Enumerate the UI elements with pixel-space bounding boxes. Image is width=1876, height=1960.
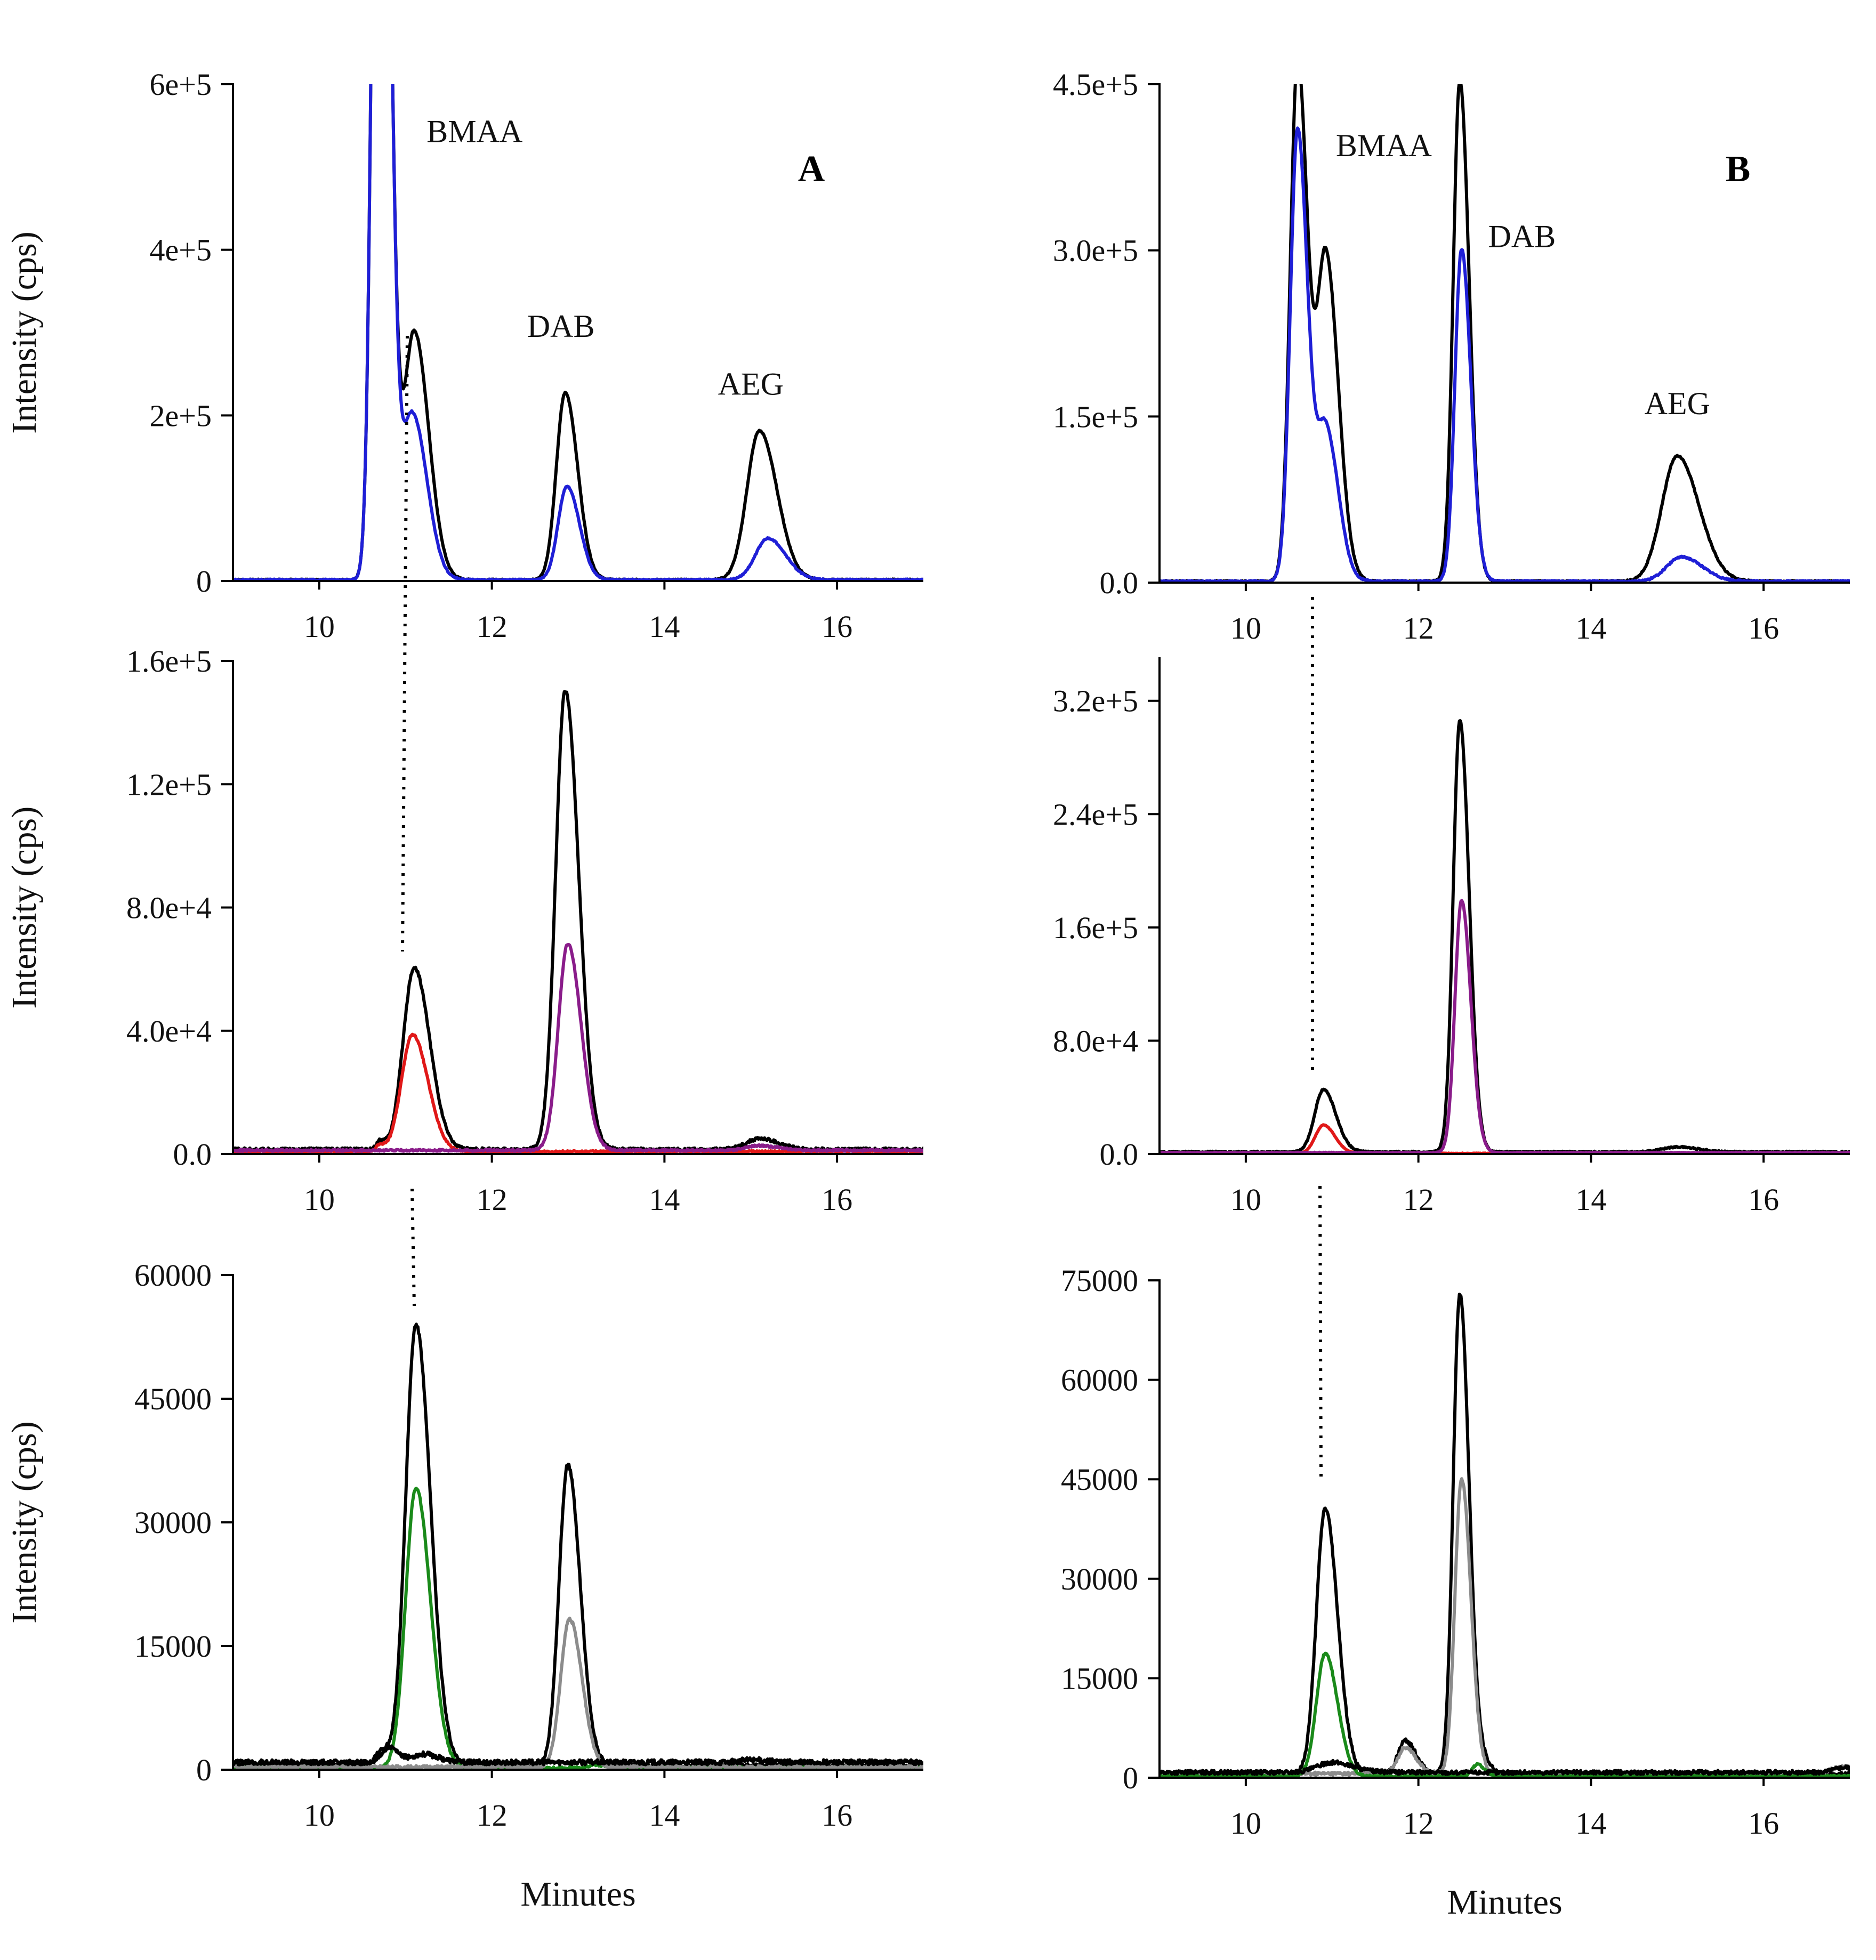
panel-A2: 0.0 4.0e+4 8.0e+4 1.2e+5 1.6e+5 10 12 14 16 Inten…: [5, 644, 923, 1217]
y-tick-label-B3: 75000: [1061, 1263, 1138, 1298]
bmaa-guide-line-b-lower: [1318, 1185, 1323, 1482]
x-tick-label-B1: 10: [1230, 611, 1261, 646]
trace-A2-red: [233, 1033, 923, 1154]
trace-A3-gray: [233, 1616, 923, 1770]
trace-B1-black: [1160, 84, 1850, 583]
y-tick-label-A3: 30000: [134, 1505, 212, 1540]
y-tick-label-A3: 0: [196, 1753, 212, 1787]
y-tick-label-B1: 0.0: [1100, 566, 1139, 600]
trace-B1-blue: [1160, 126, 1850, 583]
x-tick-label-A2: 10: [304, 1182, 335, 1217]
trace-B3-gray: [1160, 1477, 1850, 1777]
y-tick-label-B3: 15000: [1061, 1661, 1138, 1696]
y-tick-label-A2: 8.0e+4: [126, 891, 212, 925]
panels-layer: 0 2e+5 4e+5 6e+5 10 12 14 16 Intensity (cps) BMAA…: [5, 67, 1850, 1922]
y-axis-title-A1: Intensity (cps): [5, 231, 44, 433]
peak-label-bmaa: BMAA: [1336, 128, 1432, 163]
peak-label-aeg: AEG: [1645, 386, 1710, 421]
x-tick-label-B2: 10: [1230, 1182, 1261, 1217]
x-tick-label-B1: 12: [1403, 611, 1434, 646]
y-tick-label-A2: 4.0e+4: [126, 1014, 212, 1048]
y-axis-title-A3: Intensity (cps): [5, 1421, 44, 1623]
trace-B2-red: [1160, 1123, 1850, 1154]
traces-B2: [1160, 719, 1850, 1154]
x-axis-title-B3: Minutes: [1447, 1883, 1562, 1922]
trace-A3-green: [233, 1487, 923, 1770]
y-tick-label-A2: 1.2e+5: [126, 767, 212, 802]
panel-B3: 0 15000 30000 45000 60000 75000 10 12 14 16 Minute…: [1061, 1263, 1850, 1922]
peak-label-bmaa: BMAA: [426, 114, 522, 149]
panel-B2: 0.0 8.0e+4 1.6e+5 2.4e+5 3.2e+5 10 12 14 16: [1053, 657, 1850, 1217]
x-tick-label-A1: 12: [477, 609, 508, 644]
traces-A2: [233, 690, 923, 1154]
trace-A2-black: [233, 690, 923, 1153]
peak-label-dab: DAB: [1488, 219, 1556, 254]
x-tick-label-A3: 12: [477, 1798, 508, 1833]
x-tick-label-B3: 16: [1748, 1806, 1779, 1841]
x-axis-title-A3: Minutes: [520, 1875, 635, 1914]
y-tick-label-B3: 45000: [1061, 1462, 1138, 1497]
x-tick-label-B3: 10: [1230, 1806, 1261, 1841]
x-tick-label-B1: 14: [1575, 611, 1606, 646]
y-tick-label-B1: 4.5e+5: [1053, 67, 1138, 102]
y-tick-label-A1: 2e+5: [150, 398, 212, 433]
trace-A3-black-1: [233, 1322, 923, 1770]
y-tick-label-B2: 8.0e+4: [1053, 1023, 1138, 1058]
trace-A2-purple: [233, 943, 923, 1153]
x-tick-label-B2: 14: [1575, 1182, 1606, 1217]
x-tick-label-A2: 16: [822, 1182, 852, 1217]
panel-letter-a: A: [798, 149, 825, 190]
bmaa-guide-line-a-upper: [401, 335, 409, 952]
x-tick-label-A1: 16: [822, 609, 852, 644]
x-tick-label-B2: 12: [1403, 1182, 1434, 1217]
y-tick-label-A1: 6e+5: [150, 67, 212, 102]
x-tick-label-A2: 14: [649, 1182, 680, 1217]
trace-B3-black-2: [1160, 1759, 1850, 1776]
y-tick-label-A1: 0: [196, 564, 212, 599]
y-tick-label-A1: 4e+5: [150, 233, 212, 268]
panel-letter-b: B: [1726, 149, 1751, 190]
panel-B1: 0.0 1.5e+5 3.0e+5 4.5e+5 10 12 14 16 BMAA DAB AEG B: [1053, 67, 1850, 646]
x-tick-label-B3: 14: [1575, 1806, 1606, 1841]
y-axis-title-A2: Intensity (cps): [5, 806, 44, 1009]
y-tick-label-B2: 0.0: [1100, 1137, 1139, 1172]
x-tick-label-A3: 16: [822, 1798, 852, 1833]
y-tick-label-A3: 45000: [134, 1382, 212, 1416]
y-tick-label-B2: 3.2e+5: [1053, 684, 1138, 719]
y-tick-label-B1: 1.5e+5: [1053, 399, 1138, 434]
x-tick-label-A3: 10: [304, 1798, 335, 1833]
bmaa-guide-line-a-lower: [410, 1188, 416, 1306]
y-tick-label-A2: 1.6e+5: [126, 644, 212, 679]
panel-A1: 0 2e+5 4e+5 6e+5 10 12 14 16 Intensity (cps) BMAA…: [5, 67, 923, 644]
trace-B3-green: [1160, 1651, 1850, 1778]
x-tick-label-B3: 12: [1403, 1806, 1434, 1841]
x-tick-label-B1: 16: [1748, 611, 1779, 646]
trace-B3-black-1: [1160, 1293, 1850, 1778]
traces-A3: [233, 1322, 923, 1770]
peak-label-dab: DAB: [527, 309, 595, 344]
y-tick-label-B3: 30000: [1061, 1562, 1138, 1596]
y-tick-label-A2: 0.0: [173, 1137, 212, 1172]
y-tick-label-B1: 3.0e+5: [1053, 233, 1138, 268]
trace-B2-black: [1160, 719, 1850, 1154]
y-tick-label-A3: 60000: [134, 1258, 212, 1293]
panel-A3: 0 15000 30000 45000 60000 10 12 14 16 Intensity (…: [5, 1258, 923, 1914]
peak-label-aeg: AEG: [718, 367, 784, 402]
traces-B1: [1160, 84, 1850, 583]
retention-guides-layer: [401, 335, 1323, 1482]
x-tick-label-A1: 10: [304, 609, 335, 644]
x-tick-label-A1: 14: [649, 609, 680, 644]
x-tick-label-A3: 14: [649, 1798, 680, 1833]
trace-A3-black-2: [233, 1743, 923, 1767]
traces-B3: [1160, 1293, 1850, 1778]
trace-B2-purple: [1160, 899, 1850, 1154]
y-tick-label-A3: 15000: [134, 1629, 212, 1664]
y-tick-label-B2: 2.4e+5: [1053, 797, 1138, 832]
y-tick-label-B3: 0: [1123, 1761, 1138, 1795]
y-tick-label-B3: 60000: [1061, 1363, 1138, 1398]
x-tick-label-A2: 12: [477, 1182, 508, 1217]
y-tick-label-B2: 1.6e+5: [1053, 910, 1138, 945]
x-tick-label-B2: 16: [1748, 1182, 1779, 1217]
